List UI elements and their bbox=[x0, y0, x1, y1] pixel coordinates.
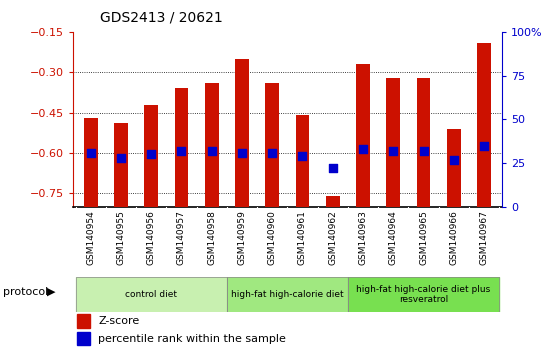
Point bbox=[359, 146, 368, 152]
Bar bbox=[417, 78, 430, 207]
Point bbox=[117, 155, 126, 161]
Point bbox=[268, 150, 277, 155]
Text: percentile rank within the sample: percentile rank within the sample bbox=[98, 333, 286, 343]
Text: GSM140958: GSM140958 bbox=[207, 210, 217, 265]
Text: high-fat high-calorie diet plus
resveratrol: high-fat high-calorie diet plus resverat… bbox=[357, 285, 490, 304]
Text: GSM140965: GSM140965 bbox=[419, 210, 428, 265]
Point bbox=[298, 153, 307, 159]
Bar bbox=[84, 118, 98, 207]
Point bbox=[207, 148, 216, 154]
Bar bbox=[348, 277, 499, 312]
Text: protocol: protocol bbox=[3, 287, 48, 297]
Point bbox=[147, 152, 156, 157]
Bar bbox=[326, 196, 340, 207]
Point bbox=[86, 150, 95, 155]
Bar bbox=[356, 64, 370, 207]
Text: control diet: control diet bbox=[125, 290, 177, 299]
Bar bbox=[175, 88, 188, 207]
Bar bbox=[77, 332, 90, 345]
Bar bbox=[227, 277, 348, 312]
Bar bbox=[205, 83, 219, 207]
Text: Z-score: Z-score bbox=[98, 316, 140, 326]
Text: high-fat high-calorie diet: high-fat high-calorie diet bbox=[231, 290, 344, 299]
Bar bbox=[75, 277, 227, 312]
Point bbox=[238, 150, 247, 155]
Text: GSM140961: GSM140961 bbox=[298, 210, 307, 265]
Text: GSM140963: GSM140963 bbox=[358, 210, 368, 265]
Bar bbox=[296, 115, 309, 207]
Text: GSM140959: GSM140959 bbox=[238, 210, 247, 265]
Text: GSM140967: GSM140967 bbox=[479, 210, 489, 265]
Text: GSM140956: GSM140956 bbox=[147, 210, 156, 265]
Text: GSM140955: GSM140955 bbox=[117, 210, 126, 265]
Point bbox=[177, 148, 186, 154]
Text: GSM140960: GSM140960 bbox=[268, 210, 277, 265]
Point bbox=[328, 166, 337, 171]
Bar bbox=[266, 83, 279, 207]
Bar bbox=[77, 314, 90, 328]
Text: GDS2413 / 20621: GDS2413 / 20621 bbox=[100, 11, 223, 25]
Bar bbox=[348, 277, 499, 312]
Text: ▶: ▶ bbox=[47, 287, 56, 297]
Point bbox=[479, 143, 488, 148]
Bar bbox=[235, 59, 249, 207]
Text: GSM140964: GSM140964 bbox=[389, 210, 398, 265]
Text: GSM140957: GSM140957 bbox=[177, 210, 186, 265]
Bar bbox=[447, 129, 460, 207]
Text: GSM140962: GSM140962 bbox=[328, 210, 337, 265]
Bar bbox=[227, 277, 348, 312]
Text: GSM140966: GSM140966 bbox=[449, 210, 458, 265]
Point bbox=[449, 157, 458, 162]
Text: GSM140954: GSM140954 bbox=[86, 210, 95, 265]
Bar bbox=[477, 42, 491, 207]
Bar bbox=[387, 78, 400, 207]
Bar bbox=[145, 104, 158, 207]
Point bbox=[389, 148, 398, 154]
Bar bbox=[114, 124, 128, 207]
Point bbox=[419, 148, 428, 154]
Bar bbox=[75, 277, 227, 312]
